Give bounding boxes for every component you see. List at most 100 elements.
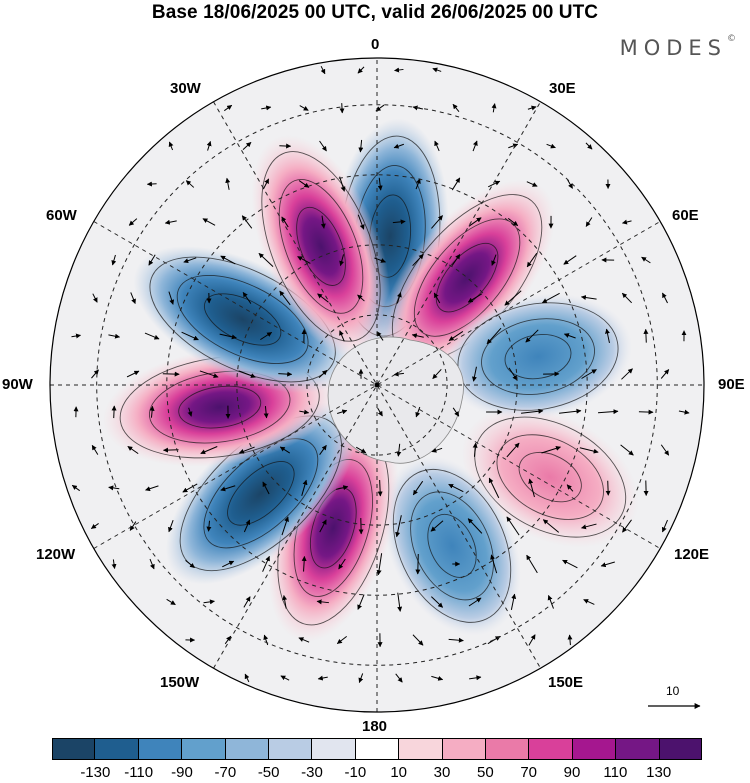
contour-line (413, 218, 521, 337)
wind-vector (224, 635, 232, 645)
lon-label-150w: 150W (160, 674, 200, 691)
wind-vector (92, 293, 98, 303)
wind-vector (452, 407, 460, 417)
brand-logo: MODES© (620, 34, 736, 60)
colorbar-segment (138, 738, 183, 760)
contour-line (481, 318, 595, 396)
wind-vector (562, 559, 578, 569)
wind-vector (129, 521, 137, 531)
wind-vector (415, 406, 421, 418)
wind-vector (111, 559, 117, 570)
wind-vector (547, 594, 554, 609)
colorbar-tick-label: -130 (80, 764, 111, 781)
colorbar-tick-label: 70 (520, 764, 537, 781)
wind-vector (526, 554, 538, 574)
wind-vector (164, 219, 177, 225)
wind-vector (146, 181, 157, 187)
lon-label-30e: 30E (549, 80, 576, 97)
wind-vector (506, 516, 520, 536)
wind-vector (396, 443, 402, 457)
contour-line (504, 334, 572, 380)
wind-vector (452, 103, 460, 113)
colorbar-tick-label: 30 (433, 764, 451, 781)
wind-vector (396, 292, 402, 304)
wind-vector (620, 444, 634, 456)
wind-vector (621, 219, 632, 225)
wind-vector (451, 177, 461, 191)
wind-vector (541, 445, 561, 454)
wind-vector (563, 255, 577, 265)
meridian-line (93, 221, 661, 549)
wind-vector (412, 480, 424, 496)
wind-vector (467, 293, 483, 303)
map-boundary (49, 57, 705, 713)
wind-vector (168, 520, 174, 533)
wind-vector (203, 599, 215, 605)
wind-vector (527, 105, 537, 111)
wind-vector (433, 292, 441, 304)
wind-vector (528, 634, 536, 646)
wind-vector (297, 256, 311, 264)
wind-vector (585, 217, 593, 227)
wind-vector (320, 215, 326, 229)
wind-vector (546, 143, 556, 149)
lon-label-90e: 90E (718, 376, 745, 393)
wind-vector (166, 598, 176, 606)
colorbar-segment (659, 738, 703, 760)
wind-vector (660, 369, 670, 379)
wind-vector (111, 405, 117, 419)
contour-line (261, 151, 381, 342)
wind-vector (261, 105, 272, 111)
wind-vector (357, 294, 365, 302)
wind-vector (111, 254, 117, 266)
wind-vector (621, 292, 633, 304)
wind-vector (393, 143, 405, 149)
wind-vector (187, 407, 193, 417)
wind-vector (605, 328, 610, 344)
wind-vector (451, 253, 461, 266)
wind-vector (149, 405, 155, 418)
wind-vector (377, 479, 383, 497)
wind-vector (434, 140, 440, 152)
wind-vector (448, 637, 464, 643)
lon-label-90w: 90W (2, 376, 33, 393)
wind-vector (241, 215, 253, 229)
contour-line (435, 242, 499, 313)
wind-vector (282, 595, 288, 609)
colorbar-segment (616, 738, 660, 760)
wind-vector (392, 219, 406, 225)
wind-vector (448, 331, 464, 341)
wind-vector (377, 407, 383, 417)
meridian-line (213, 101, 541, 669)
wind-vector (621, 368, 633, 380)
wind-vector (488, 477, 500, 499)
wind-vector (488, 180, 501, 188)
lon-label-60e: 60E (672, 207, 699, 224)
wind-vector (149, 558, 155, 570)
wind-vector (336, 485, 349, 491)
wind-vector (504, 290, 522, 306)
wind-vector (238, 370, 256, 378)
wind-vector (339, 103, 345, 114)
wind-vector (525, 329, 539, 343)
wind-vector (182, 483, 198, 493)
wind-vector (225, 177, 231, 190)
wind-vector (678, 409, 690, 415)
wind-vector (598, 409, 619, 415)
wind-vector (71, 484, 81, 492)
south-pole-marker (374, 382, 380, 388)
wind-vector (643, 328, 649, 343)
wind-vector (471, 366, 477, 382)
wind-vector (262, 481, 270, 495)
wind-vector (508, 143, 519, 149)
wind-vector (491, 103, 497, 113)
wind-vector (244, 673, 250, 683)
anomaly-blob (251, 134, 391, 358)
wind-vector (319, 444, 327, 455)
wind-vector (339, 254, 345, 267)
wind-vector (185, 559, 195, 569)
wind-vector (243, 596, 251, 608)
wind-vector (219, 333, 237, 340)
wind-vector (541, 292, 560, 304)
anomaly-blob (461, 406, 640, 548)
